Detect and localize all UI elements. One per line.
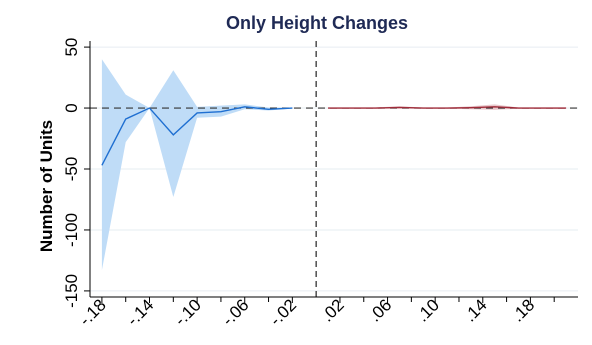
chart-title: Only Height Changes: [226, 13, 408, 33]
y-tick-label: -150: [62, 274, 81, 308]
x-tick-label: -.06: [218, 295, 252, 329]
x-tick-label: .10: [413, 295, 443, 325]
series-lines: [101, 106, 567, 166]
confidence-band-left: [101, 59, 293, 271]
y-tick-label: 50: [62, 38, 81, 57]
confidence-bands: [101, 59, 567, 271]
y-tick-label: -100: [62, 213, 81, 247]
x-tick-label: .18: [508, 295, 538, 325]
x-tick-label: -.10: [171, 295, 205, 329]
y-axis-label: Number of Units: [37, 120, 56, 252]
x-tick-label: .14: [460, 295, 490, 325]
estimate-line-right: [328, 106, 567, 109]
y-tick-label: -50: [62, 157, 81, 182]
estimate-line-left: [101, 106, 293, 166]
y-tick-label: 0: [62, 103, 81, 112]
x-tick-label: -.14: [123, 295, 157, 329]
grid-lines: [90, 46, 578, 292]
x-tick-label: .02: [318, 295, 348, 325]
x-tick-label: .06: [365, 295, 395, 325]
axes: 500-50-100-150-.18 -.14 -.10 -.06 -.02.02.06…: [62, 38, 578, 330]
x-tick-label: -.02: [266, 295, 300, 329]
confidence-band-right: [328, 104, 567, 110]
